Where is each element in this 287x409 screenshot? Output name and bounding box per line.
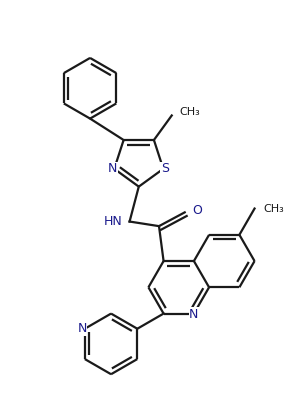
Text: CH₃: CH₃	[264, 204, 284, 213]
Text: N: N	[77, 322, 87, 335]
Text: S: S	[161, 162, 169, 175]
Text: CH₃: CH₃	[179, 107, 200, 117]
Text: N: N	[189, 308, 199, 321]
Text: N: N	[108, 162, 117, 175]
Text: HN: HN	[104, 215, 122, 228]
Text: O: O	[192, 204, 202, 217]
